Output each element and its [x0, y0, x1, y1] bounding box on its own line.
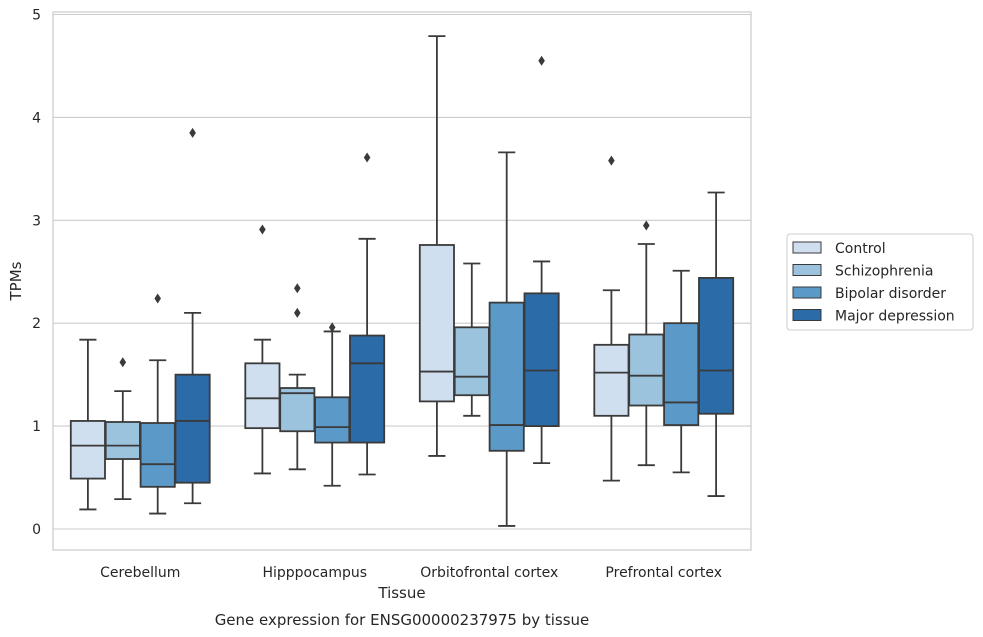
y-tick-label: 1 — [32, 419, 41, 435]
outlier-point — [294, 307, 301, 318]
box-iqr — [418, 244, 455, 403]
y-tick-label: 5 — [32, 8, 41, 24]
box-iqr — [104, 421, 141, 460]
outlier-point — [259, 224, 266, 235]
y-axis-title: TPMs — [7, 261, 25, 301]
outlier-point — [363, 152, 371, 163]
plot-frame — [52, 11, 752, 551]
box-iqr — [593, 343, 630, 417]
x-tick-labels: Cerebellum Hipppocampus Orbitofrontal cort… — [100, 565, 722, 581]
chart-caption: Gene expression for ENSG00000237975 by t… — [215, 611, 590, 629]
box-iqr — [279, 387, 316, 433]
legend-label: Control — [835, 241, 886, 257]
outlier-point — [119, 357, 127, 368]
legend-swatch — [792, 309, 822, 321]
box-group — [523, 55, 560, 465]
legend-label: Bipolar disorder — [835, 286, 946, 302]
box-group — [593, 155, 630, 482]
y-tick-label: 2 — [32, 316, 41, 332]
y-tick-label: 0 — [32, 522, 41, 538]
x-tick-label: Cerebellum — [100, 565, 180, 581]
box-iqr — [314, 396, 351, 444]
box-group — [698, 191, 735, 497]
box-iqr — [698, 277, 735, 415]
y-tick-labels: 0 1 2 3 4 5 — [32, 8, 41, 539]
legend-swatch — [792, 286, 822, 299]
box-group — [279, 283, 316, 471]
box-iqr — [244, 362, 281, 430]
x-tick-label: Prefrontal cortex — [605, 565, 722, 581]
x-tick-label: Orbitofrontal cortex — [420, 565, 558, 581]
outlier-point — [189, 127, 196, 138]
box-group — [139, 293, 176, 515]
box-group — [663, 269, 700, 474]
box-group — [69, 338, 106, 511]
legend-label: Schizophrenia — [835, 264, 933, 280]
box-iqr — [663, 322, 700, 426]
box-iqr — [488, 301, 525, 452]
outlier-point — [154, 293, 161, 304]
outlier-point — [328, 322, 336, 333]
x-axis-title: Tissue — [377, 584, 425, 602]
box-iqr — [628, 333, 665, 407]
legend-swatch — [792, 264, 822, 276]
outlier-point — [643, 220, 650, 231]
legend-frame — [786, 233, 974, 331]
y-tick-label: 3 — [32, 213, 41, 229]
box-iqr — [69, 420, 106, 480]
box-group — [349, 152, 386, 476]
x-tick-label: Hipppocampus — [262, 565, 367, 581]
box-group — [628, 220, 665, 467]
box-group — [418, 35, 455, 457]
box-group — [244, 224, 281, 475]
legend-swatch — [792, 241, 822, 254]
outlier-point — [608, 155, 615, 166]
box-group — [174, 127, 211, 505]
legend-label: Major depression — [835, 309, 955, 325]
box-iqr — [523, 292, 560, 428]
box-iqr — [139, 422, 176, 488]
box-group — [314, 322, 351, 487]
outlier-point — [538, 55, 545, 66]
box-iqr — [349, 334, 386, 444]
outlier-point — [294, 283, 301, 294]
boxes — [69, 35, 735, 527]
box-group — [453, 262, 490, 417]
box-group — [104, 357, 141, 501]
y-tick-label: 4 — [32, 110, 41, 126]
box-iqr — [174, 373, 211, 484]
legend: Control Schizophrenia Bipolar disorder Majo… — [786, 233, 974, 331]
box-iqr — [453, 326, 490, 397]
box-group — [488, 151, 525, 527]
